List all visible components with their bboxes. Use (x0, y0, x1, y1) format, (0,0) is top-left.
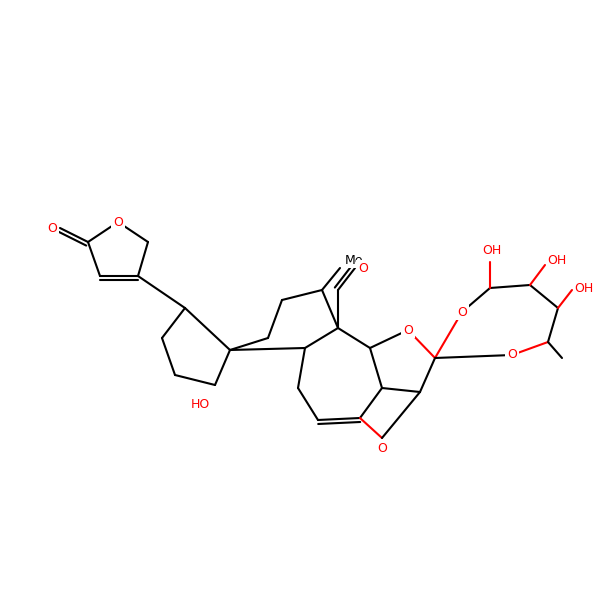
Text: O: O (377, 442, 387, 455)
Text: OH: OH (574, 281, 593, 295)
Text: OH: OH (547, 253, 566, 266)
Text: O: O (507, 349, 517, 361)
Text: O: O (457, 305, 467, 319)
Text: O: O (47, 221, 57, 235)
Text: Me: Me (345, 253, 364, 266)
Text: OH: OH (482, 244, 502, 257)
Text: O: O (403, 323, 413, 337)
Text: O: O (358, 262, 368, 275)
Text: HO: HO (190, 398, 209, 412)
Text: O: O (113, 215, 123, 229)
